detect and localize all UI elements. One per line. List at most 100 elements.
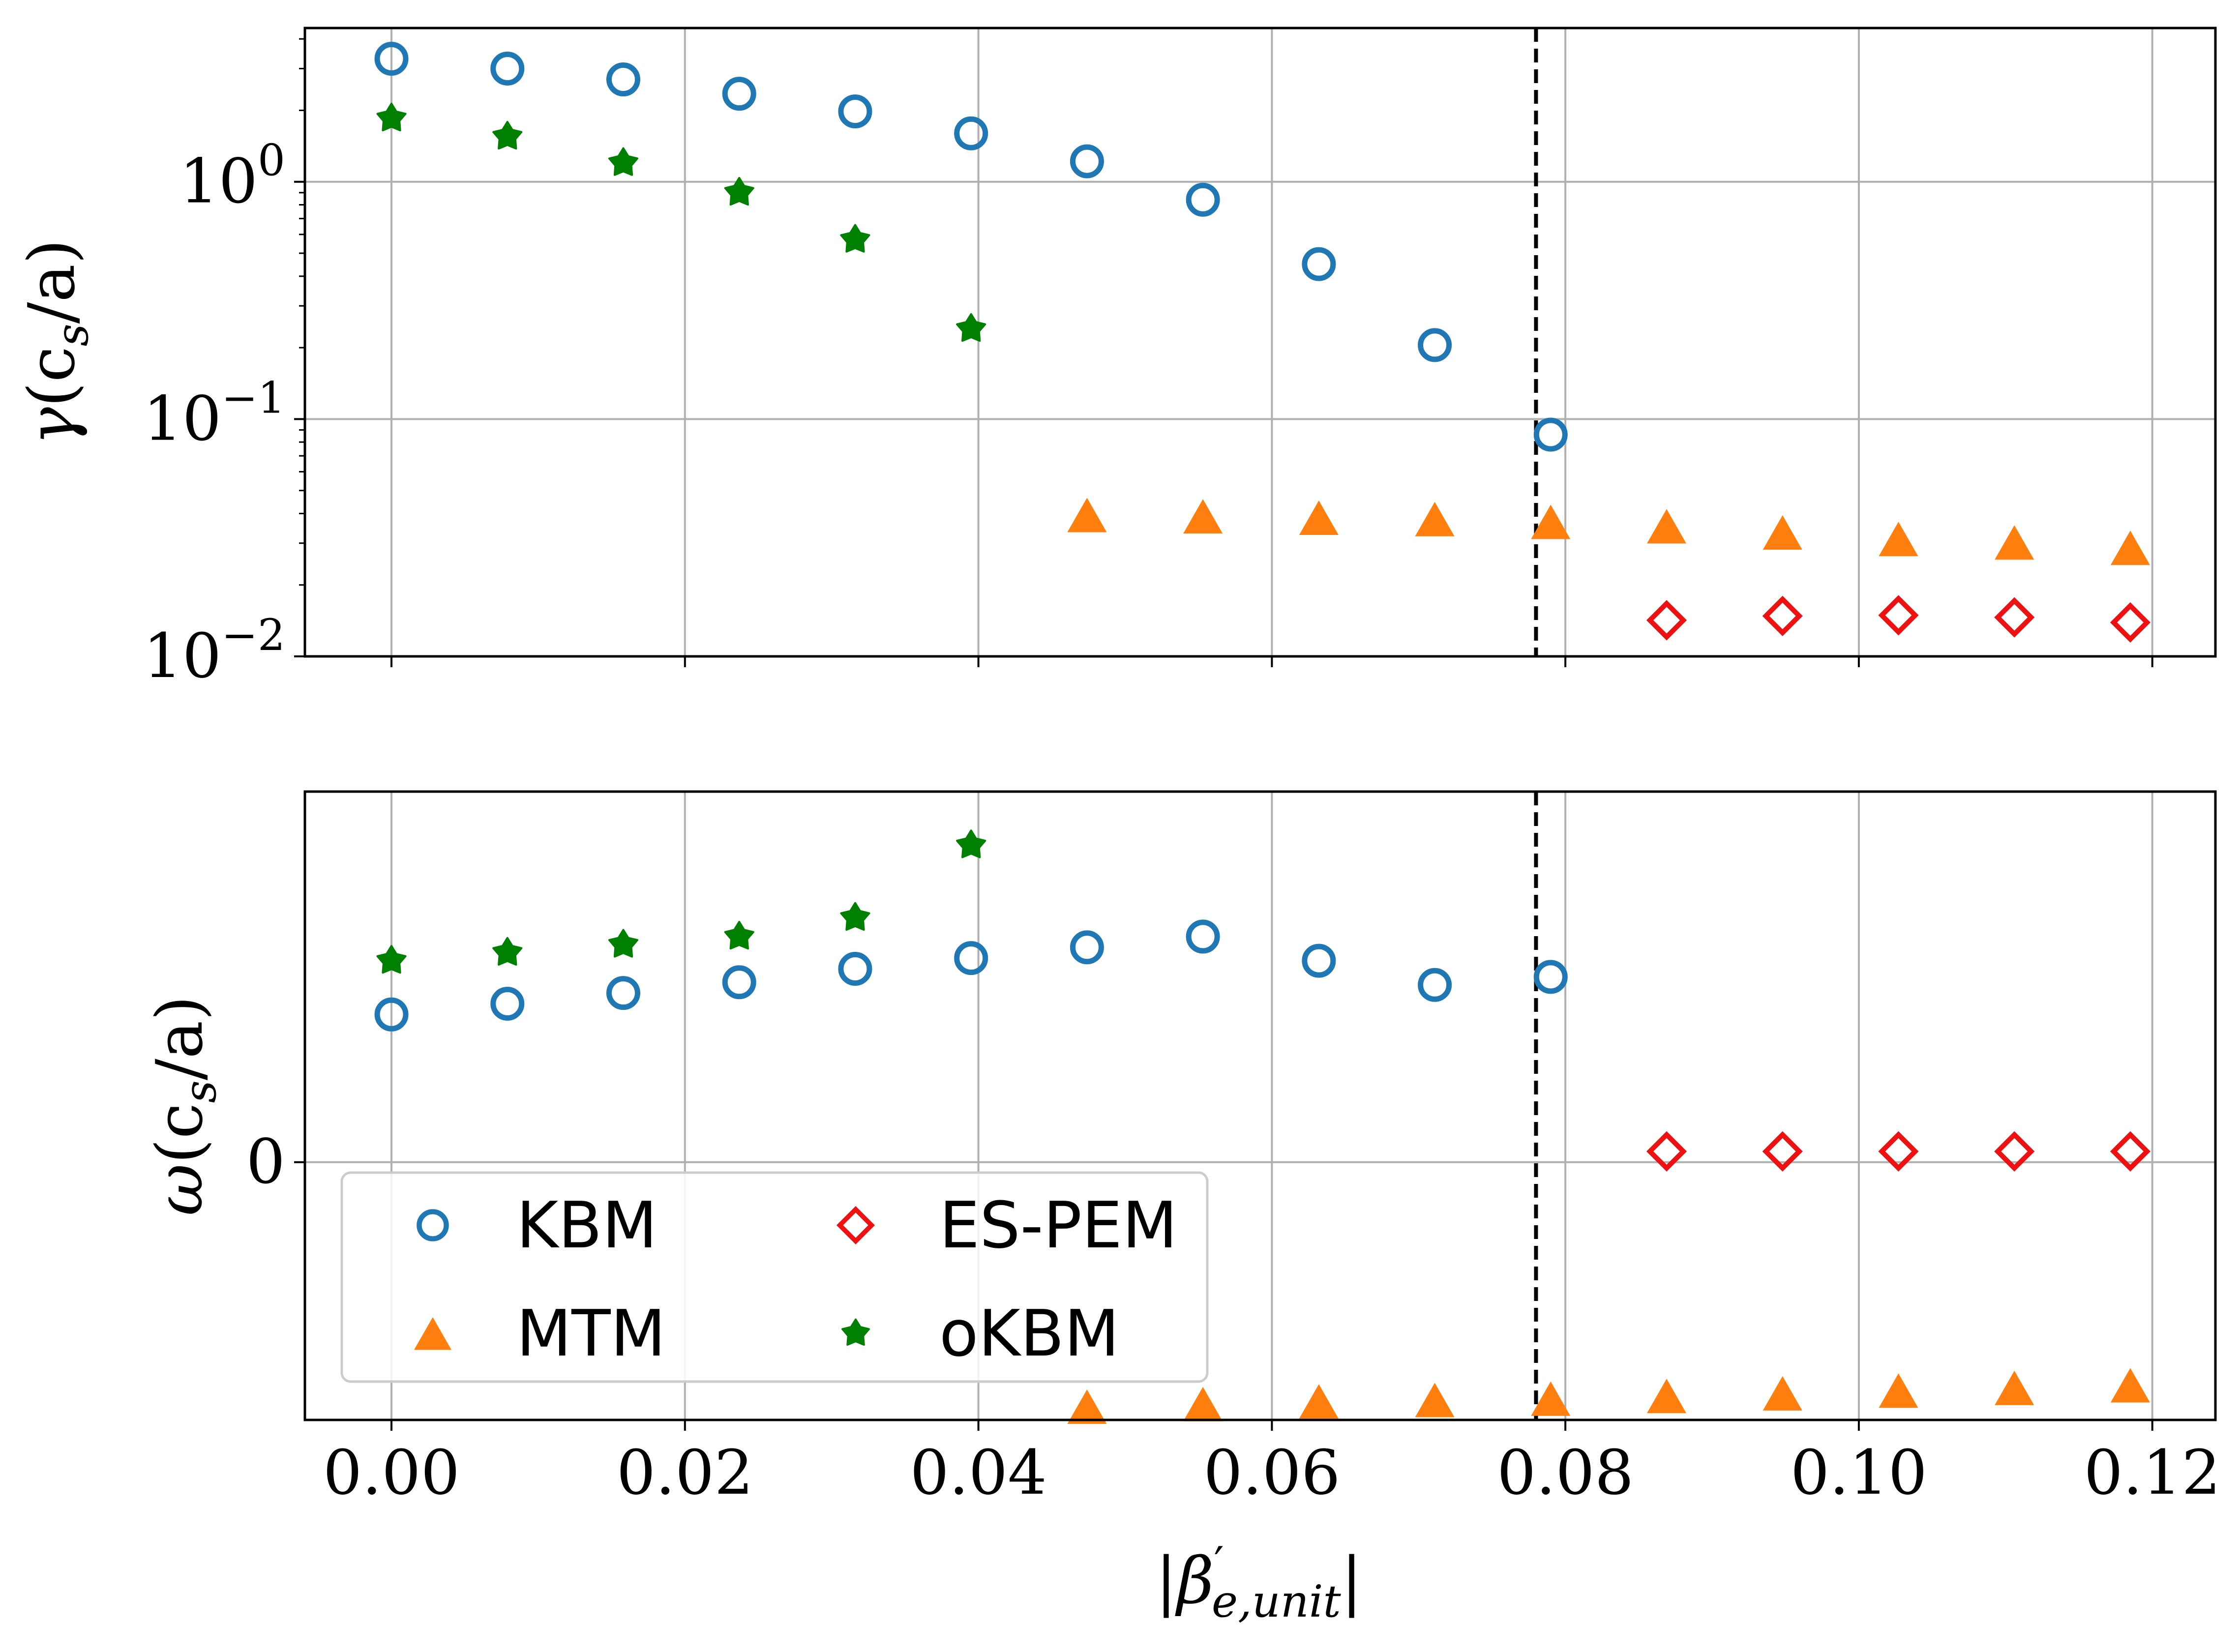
top-es-pem-point — [1878, 595, 1919, 636]
top-okbm-point — [492, 120, 523, 150]
bottom-es-pem-point — [1994, 1131, 2035, 1172]
legend-label-okbm: oKBM — [939, 1296, 1119, 1371]
top-es-pem-point — [1646, 600, 1687, 641]
top-mtm-point — [1995, 525, 2034, 560]
top-mtm-point — [1415, 502, 1455, 536]
top-grid — [305, 28, 2215, 656]
top-kbm-point — [954, 116, 988, 150]
top-okbm-point — [376, 102, 407, 132]
bottom-kbm-point — [954, 941, 988, 975]
bottom-kbm-point — [722, 965, 756, 1000]
xtick-label: 0.02 — [617, 1437, 753, 1508]
top-ytick-labels: 100 10−1 10−2 — [143, 135, 285, 692]
xtick-label: 0.12 — [2084, 1437, 2221, 1508]
top-mtm-point — [1067, 498, 1107, 532]
legend: KBM ES-PEM MTM oKBM — [340, 1171, 1209, 1383]
top-okbm-point — [956, 313, 986, 342]
top-mtm-point — [1299, 500, 1339, 535]
bottom-mtm-point — [1415, 1383, 1455, 1417]
legend-label-kbm: KBM — [516, 1188, 657, 1263]
bottom-okbm-point — [840, 902, 870, 931]
top-kbm-point — [606, 62, 640, 97]
top-kbm-point — [1070, 144, 1104, 178]
bottom-mtm-point — [1647, 1379, 1687, 1414]
legend-label-es-pem: ES-PEM — [939, 1188, 1177, 1263]
bottom-kbm-point — [1418, 968, 1452, 1002]
bottom-mtm-point — [1879, 1373, 1918, 1408]
top-kbm-point — [722, 77, 756, 111]
bottom-kbm-point — [1533, 960, 1568, 994]
bottom-axes-frame — [303, 790, 2217, 1421]
top-mtm-point — [2110, 531, 2150, 565]
bottom-okbm-point — [724, 920, 754, 950]
bottom-okbm-point — [956, 829, 986, 858]
legend-label-mtm: MTM — [516, 1296, 666, 1371]
top-mtm-point — [1879, 522, 1918, 557]
top-mtm-point — [1531, 504, 1571, 539]
bottom-kbm-point — [1070, 930, 1104, 965]
top-es-pem-point — [1762, 595, 1803, 636]
growth-rate-panel: 100 10−1 10−2 γ(cs/a) — [14, 27, 2217, 692]
bottom-kbm-point — [1302, 944, 1336, 978]
legend-marker-mtm — [414, 1317, 451, 1350]
xtick-label: 0.08 — [1497, 1437, 1634, 1508]
top-es-pem-point — [1994, 597, 2035, 638]
top-ylabel: γ(cs/a) — [14, 239, 98, 445]
top-kbm-point — [838, 94, 872, 129]
legend-marker-okbm — [841, 1318, 870, 1346]
legend-marker-kbm — [417, 1209, 449, 1241]
bottom-mtm-point — [2110, 1368, 2150, 1403]
top-kbm-point — [1533, 417, 1568, 452]
bottom-kbm-point — [374, 997, 409, 1032]
top-kbm-point — [374, 41, 409, 76]
xtick-label: 0.06 — [1203, 1437, 1340, 1508]
bottom-kbm-point — [490, 986, 525, 1021]
xtick-label: 0.00 — [323, 1437, 460, 1508]
top-kbm-point — [1186, 182, 1220, 217]
top-mtm-point — [1183, 499, 1223, 534]
bottom-mtm-point — [1299, 1384, 1339, 1419]
frequency-panel: 0 0.00 0.02 0.04 0.06 0.08 0.10 0.12 ω(cs/a) |… — [142, 790, 2221, 1627]
xlabel: |β′ e,unit| — [1156, 1537, 1363, 1627]
bottom-okbm-point — [376, 945, 407, 974]
bottom-okbm-point — [492, 937, 523, 966]
bottom-es-pem-point — [1646, 1131, 1687, 1172]
top-kbm-point — [490, 51, 525, 86]
bottom-ytick-label: 0 — [246, 1126, 285, 1198]
bottom-kbm-point — [606, 976, 640, 1010]
bottom-ylabel: ω(cs/a) — [142, 996, 226, 1216]
top-kbm-point — [1418, 328, 1452, 362]
top-data-marks — [374, 41, 2151, 643]
top-okbm-point — [840, 224, 870, 253]
bottom-data-marks — [374, 829, 2151, 1424]
bottom-es-pem-point — [2110, 1131, 2151, 1172]
top-ticks — [294, 38, 2153, 667]
top-ytick-label: 100 — [179, 135, 285, 217]
bottom-mtm-point — [1762, 1376, 1802, 1411]
bottom-es-pem-point — [1762, 1131, 1803, 1172]
top-axes-frame — [303, 27, 2217, 658]
bottom-kbm-point — [1186, 919, 1220, 954]
bottom-mtm-point — [1067, 1389, 1107, 1424]
xtick-label: 0.10 — [1791, 1437, 1927, 1508]
bottom-mtm-point — [1183, 1386, 1223, 1421]
top-mtm-point — [1762, 515, 1802, 550]
bottom-okbm-point — [608, 929, 638, 958]
top-ytick-label: 10−1 — [143, 372, 285, 454]
top-okbm-point — [724, 177, 754, 206]
bottom-ytick-labels: 0 — [246, 1126, 285, 1198]
legend-marker-es-pem — [836, 1206, 875, 1245]
bottom-ticks — [294, 1161, 2153, 1431]
xtick-label: 0.04 — [910, 1437, 1046, 1508]
top-es-pem-point — [2110, 602, 2151, 643]
bottom-kbm-point — [838, 951, 872, 986]
xtick-labels: 0.00 0.02 0.04 0.06 0.08 0.10 0.12 — [323, 1437, 2221, 1508]
bottom-mtm-point — [1995, 1370, 2034, 1405]
top-mtm-point — [1647, 509, 1687, 544]
top-okbm-point — [608, 147, 638, 176]
bottom-mtm-point — [1531, 1381, 1571, 1416]
top-ytick-label: 10−2 — [143, 610, 285, 692]
top-kbm-point — [1302, 247, 1336, 281]
bottom-es-pem-point — [1878, 1131, 1919, 1172]
